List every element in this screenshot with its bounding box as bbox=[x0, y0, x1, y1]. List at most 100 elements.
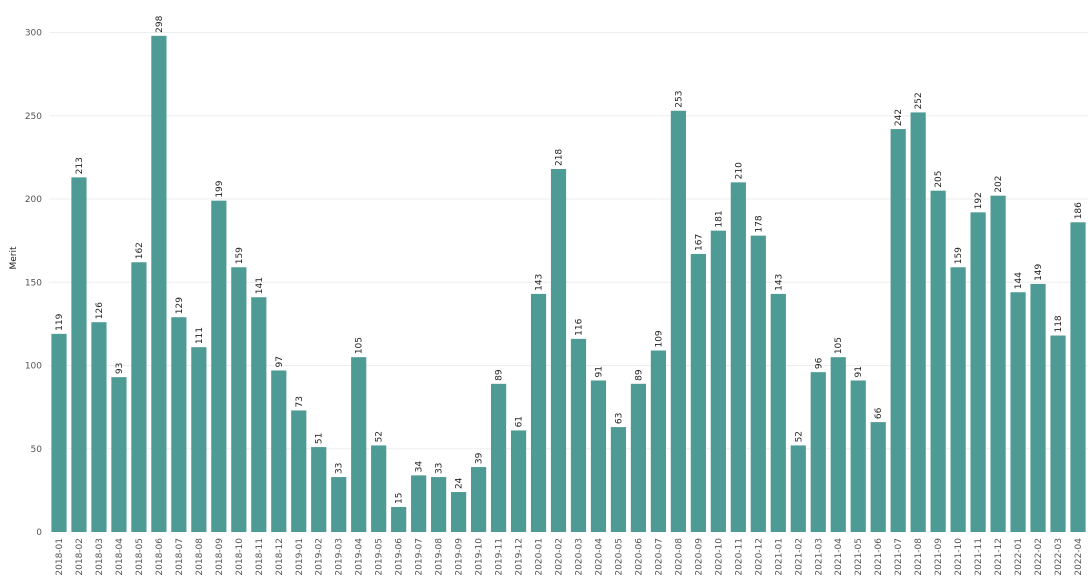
bar bbox=[1050, 335, 1066, 532]
x-axis-ticks: 2018-01 2018-02 2018-03 2018-04 2018-05 2018-… bbox=[55, 538, 1084, 576]
bar-value-label: 109 bbox=[654, 330, 664, 347]
bar bbox=[910, 112, 926, 533]
bar-value-label: 149 bbox=[1034, 263, 1044, 280]
x-tick-label: 2020-04 bbox=[594, 538, 604, 576]
bar-value-label: 66 bbox=[874, 407, 884, 419]
bar-value-label: 89 bbox=[495, 369, 505, 381]
bar bbox=[470, 467, 487, 532]
bar-value-label: 178 bbox=[754, 215, 764, 232]
bar-value-label: 61 bbox=[515, 416, 525, 427]
bar-value-label: 118 bbox=[1054, 315, 1064, 332]
bar-value-label: 167 bbox=[694, 234, 704, 251]
bar bbox=[1070, 222, 1086, 532]
bar bbox=[151, 35, 167, 533]
bar bbox=[1010, 292, 1026, 532]
x-tick-label: 2020-11 bbox=[734, 538, 744, 576]
bar bbox=[930, 190, 946, 533]
bar bbox=[970, 212, 986, 532]
bar-value-label: 218 bbox=[555, 149, 565, 166]
bar-value-label: 73 bbox=[295, 396, 305, 407]
x-tick-label: 2021-03 bbox=[814, 538, 824, 576]
bar bbox=[111, 377, 127, 532]
bar-value-label: 205 bbox=[934, 170, 944, 187]
bar-value-label: 202 bbox=[994, 175, 1004, 192]
bar-value-label: 93 bbox=[115, 363, 125, 374]
x-tick-label: 2020-08 bbox=[674, 538, 684, 576]
x-tick-label: 2021-12 bbox=[994, 538, 1004, 576]
bar bbox=[790, 445, 806, 532]
bar bbox=[451, 492, 467, 532]
bar-value-label: 192 bbox=[974, 192, 984, 209]
x-tick-label: 2020-10 bbox=[714, 538, 724, 576]
bar bbox=[890, 129, 906, 532]
bar bbox=[650, 350, 667, 532]
bar bbox=[331, 477, 347, 532]
bar-value-label: 33 bbox=[335, 463, 345, 474]
bar-value-label: 111 bbox=[195, 327, 205, 344]
x-tick-label: 2018-07 bbox=[175, 538, 185, 576]
x-tick-label: 2021-04 bbox=[834, 538, 844, 576]
bar-value-label: 63 bbox=[614, 413, 624, 424]
x-tick-label: 2020-07 bbox=[654, 538, 664, 576]
bar-value-label: 119 bbox=[55, 313, 65, 330]
x-tick-label: 2018-06 bbox=[155, 538, 165, 576]
bar bbox=[351, 357, 367, 532]
y-tick-label: 50 bbox=[31, 445, 43, 455]
bar bbox=[990, 195, 1006, 533]
x-tick-label: 2019-08 bbox=[435, 538, 445, 576]
bar-value-label: 97 bbox=[275, 356, 285, 367]
y-axis-title: Merit bbox=[9, 246, 19, 270]
bar-value-label: 252 bbox=[914, 92, 924, 109]
bar-value-label: 52 bbox=[794, 431, 804, 442]
bar-value-label: 210 bbox=[734, 162, 744, 179]
bar bbox=[610, 427, 627, 532]
bar-value-label: 96 bbox=[814, 357, 824, 369]
x-tick-label: 2020-12 bbox=[754, 538, 764, 576]
bar bbox=[251, 297, 267, 532]
bar-value-label: 143 bbox=[535, 274, 545, 291]
bar bbox=[870, 422, 886, 532]
bar bbox=[490, 383, 507, 532]
x-tick-label: 2018-02 bbox=[75, 538, 85, 576]
bar-value-label: 298 bbox=[155, 15, 165, 32]
bar bbox=[71, 177, 87, 533]
bar bbox=[271, 370, 287, 532]
bar bbox=[191, 347, 207, 532]
x-tick-label: 2018-04 bbox=[115, 538, 125, 576]
bar-value-label: 105 bbox=[355, 337, 365, 354]
x-tick-label: 2019-01 bbox=[295, 538, 305, 576]
bar-value-label: 141 bbox=[255, 277, 265, 294]
bar bbox=[211, 200, 227, 533]
bar bbox=[431, 477, 447, 532]
bar bbox=[770, 293, 786, 532]
bar bbox=[750, 235, 766, 532]
bar bbox=[51, 333, 67, 532]
x-tick-label: 2021-06 bbox=[874, 538, 884, 576]
bar-value-label: 24 bbox=[455, 477, 465, 489]
x-tick-label: 2019-07 bbox=[415, 538, 425, 576]
bar-value-label: 129 bbox=[175, 297, 185, 314]
bar-value-label: 144 bbox=[1014, 272, 1024, 289]
x-tick-label: 2021-02 bbox=[794, 538, 804, 576]
y-tick-label: 0 bbox=[36, 528, 42, 538]
bar bbox=[630, 383, 647, 532]
bar bbox=[950, 267, 966, 532]
x-tick-label: 2018-11 bbox=[255, 538, 265, 576]
x-tick-label: 2019-10 bbox=[475, 538, 485, 576]
bar bbox=[670, 110, 686, 532]
bar bbox=[510, 430, 527, 532]
bar-value-label: 213 bbox=[75, 157, 85, 174]
bar-labels: 119 213 126 93 162 298 129 111 199 159 141 97 73 51 33… bbox=[55, 15, 1084, 504]
bar-value-label: 186 bbox=[1074, 202, 1084, 219]
x-tick-label: 2019-04 bbox=[355, 538, 365, 576]
bar-value-label: 159 bbox=[235, 247, 245, 264]
y-tick-label: 100 bbox=[25, 362, 42, 372]
bar-value-label: 199 bbox=[215, 180, 225, 197]
y-axis-ticks: 0 50 100 150 200 250 300 bbox=[25, 29, 42, 539]
x-tick-label: 2018-10 bbox=[235, 538, 245, 576]
bars bbox=[51, 35, 1086, 533]
x-tick-label: 2018-12 bbox=[275, 538, 285, 576]
x-tick-label: 2020-02 bbox=[555, 538, 565, 576]
x-tick-label: 2020-03 bbox=[574, 538, 584, 576]
